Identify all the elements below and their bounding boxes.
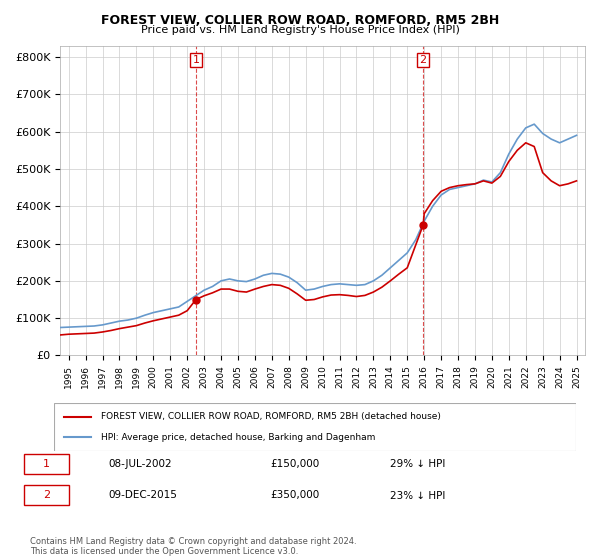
Text: 23% ↓ HPI: 23% ↓ HPI <box>390 491 445 501</box>
FancyBboxPatch shape <box>54 403 576 451</box>
Text: FOREST VIEW, COLLIER ROW ROAD, ROMFORD, RM5 2BH (detached house): FOREST VIEW, COLLIER ROW ROAD, ROMFORD, … <box>101 412 441 421</box>
Text: 2: 2 <box>43 491 50 501</box>
FancyBboxPatch shape <box>24 454 69 474</box>
Text: 09-DEC-2015: 09-DEC-2015 <box>108 491 177 501</box>
Text: This data is licensed under the Open Government Licence v3.0.: This data is licensed under the Open Gov… <box>30 547 298 556</box>
Text: 08-JUL-2002: 08-JUL-2002 <box>108 459 172 469</box>
Text: 1: 1 <box>193 55 199 65</box>
Text: £350,000: £350,000 <box>270 491 319 501</box>
Text: FOREST VIEW, COLLIER ROW ROAD, ROMFORD, RM5 2BH: FOREST VIEW, COLLIER ROW ROAD, ROMFORD, … <box>101 14 499 27</box>
Text: HPI: Average price, detached house, Barking and Dagenham: HPI: Average price, detached house, Bark… <box>101 433 376 442</box>
Text: 2: 2 <box>419 55 427 65</box>
Text: 29% ↓ HPI: 29% ↓ HPI <box>390 459 445 469</box>
Text: 1: 1 <box>43 459 50 469</box>
Text: £150,000: £150,000 <box>270 459 319 469</box>
Text: Contains HM Land Registry data © Crown copyright and database right 2024.: Contains HM Land Registry data © Crown c… <box>30 537 356 546</box>
FancyBboxPatch shape <box>24 486 69 506</box>
Text: Price paid vs. HM Land Registry's House Price Index (HPI): Price paid vs. HM Land Registry's House … <box>140 25 460 35</box>
